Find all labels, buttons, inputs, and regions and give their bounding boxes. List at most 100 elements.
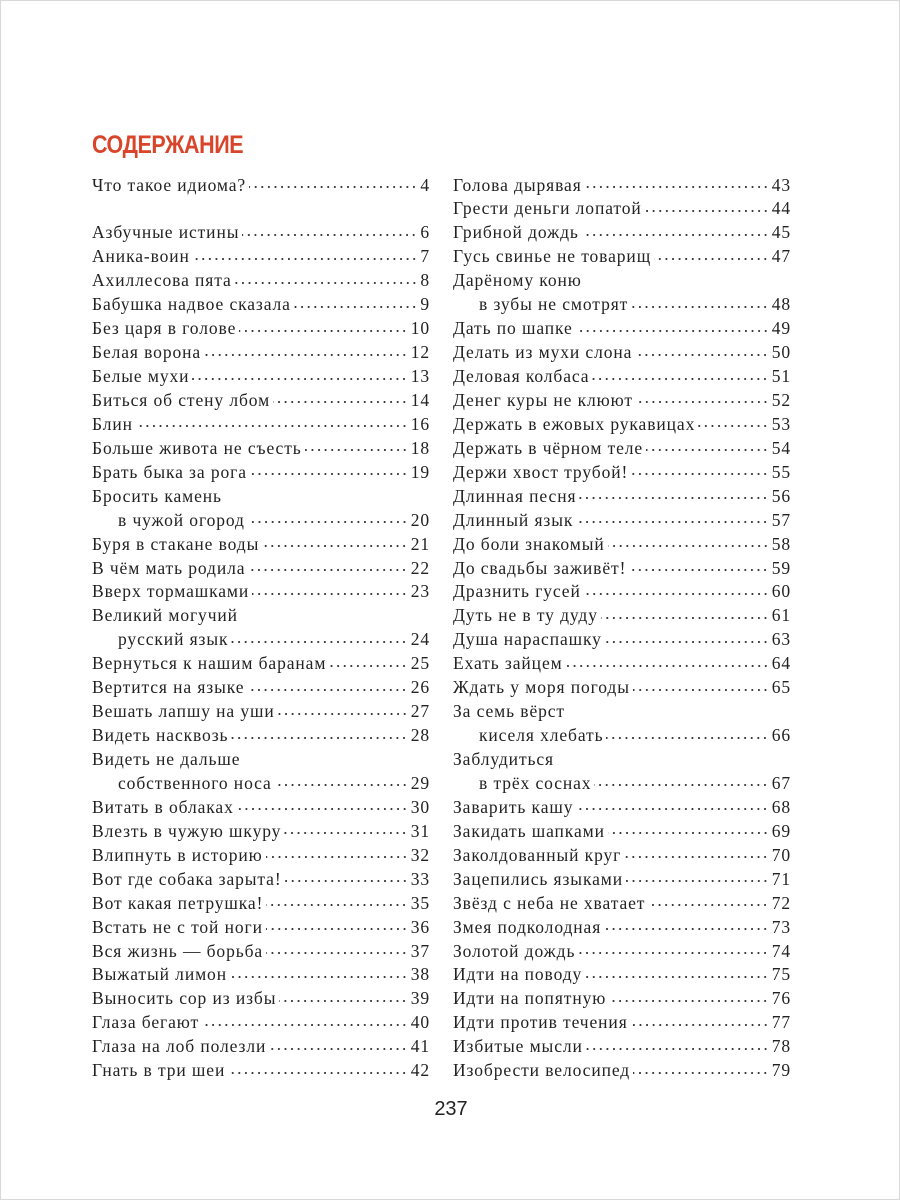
toc-entry-title: Брать быка за рога xyxy=(92,461,247,482)
toc-entry-title: Вешать лапшу на уши xyxy=(92,701,275,722)
dot-leader xyxy=(236,795,408,813)
dot-leader xyxy=(293,292,418,311)
toc-entry-page: 54 xyxy=(771,437,791,458)
toc-entry: Дразнить гусей 60 xyxy=(453,579,791,604)
toc-entry: Белые мухи 13 xyxy=(92,364,430,389)
toc-entry: Азбучные истины 6 xyxy=(92,220,430,245)
toc-entry: Выносить сор из избы 39 xyxy=(92,986,430,1011)
dot-leader xyxy=(581,220,769,239)
toc-entry-page: 37 xyxy=(410,940,430,961)
dot-leader xyxy=(204,340,408,359)
dot-leader xyxy=(576,508,769,526)
dot-leader xyxy=(284,867,408,885)
dot-leader xyxy=(609,986,769,1005)
toc-entry: В чём мать родила 22 xyxy=(92,556,430,580)
toc-entry-title: Дать по шапке xyxy=(453,318,573,339)
toc-entry: Витать в облаках 30 xyxy=(92,795,430,819)
toc-entry-page: 67 xyxy=(771,772,791,793)
page-title: СОДЕРЖАНИЕ xyxy=(92,131,244,159)
toc-entry: киселя хлебать 66 xyxy=(453,723,791,748)
toc-entry-page: 63 xyxy=(771,629,791,650)
toc-entry-page: 56 xyxy=(771,485,791,506)
toc-entry-title: Выносить сор из избы xyxy=(92,988,277,1009)
toc-entry: Вот где собака зарыта! 33 xyxy=(92,867,430,891)
dot-leader xyxy=(247,508,408,526)
toc-entry-page: 7 xyxy=(420,246,430,267)
dot-leader xyxy=(252,579,408,598)
toc-entry: в чужой огород 20 xyxy=(92,508,430,532)
dot-leader xyxy=(231,627,408,646)
dot-leader xyxy=(606,723,769,742)
dot-leader xyxy=(284,819,408,837)
toc-entry: Глаза на лоб полезли 41 xyxy=(92,1034,430,1059)
toc-entry-page: 55 xyxy=(771,461,791,482)
toc-entry-page: 43 xyxy=(771,174,791,195)
toc-entry-title: Глаза на лоб полезли xyxy=(92,1036,267,1057)
toc-entry-title: Азбучные истины xyxy=(92,222,240,243)
dot-leader xyxy=(607,532,769,550)
toc-entry: Избитые мысли 78 xyxy=(453,1034,791,1059)
toc-entry-title: Биться об стену лбом xyxy=(92,389,271,410)
toc-entry: Вверх тормашками 23 xyxy=(92,579,430,604)
toc-entry-title: Идти на попятную xyxy=(453,988,607,1009)
toc-entry: в трёх соснах 67 xyxy=(453,771,791,795)
toc-entry-page: 24 xyxy=(410,629,430,650)
toc-entry: Идти на поводу 75 xyxy=(453,962,791,987)
dot-leader xyxy=(698,412,769,430)
toc-entry-title: Длинный язык xyxy=(453,509,574,530)
toc-entry-title: Грести деньги лопатой xyxy=(453,198,642,219)
toc-entry-title: Зацепились языками xyxy=(453,868,623,889)
toc-entry: Брать быка за рога 19 xyxy=(92,460,430,484)
dot-leader xyxy=(192,364,408,382)
dot-leader xyxy=(266,891,408,909)
toc-entry: Длинная песня 56 xyxy=(453,484,791,508)
toc-entry-page: 32 xyxy=(410,844,430,865)
toc-right-column: Голова дырявая 43 Грести деньги лопатой 44 Г… xyxy=(453,173,791,1083)
toc-entry-page: 27 xyxy=(410,701,430,722)
toc-entry: Идти против течения 77 xyxy=(453,1010,791,1035)
toc-entry-title: Длинная песня xyxy=(453,485,577,506)
dot-leader xyxy=(277,699,408,718)
toc-entry-page: 59 xyxy=(771,557,791,578)
toc-entry-title: Вот где собака зарыта! xyxy=(92,868,282,889)
dot-leader xyxy=(635,388,769,406)
toc-entry-title: Гнать в три шеи xyxy=(92,1060,226,1081)
dot-leader xyxy=(242,220,418,239)
toc-entry-title: Закидать шапками xyxy=(453,820,605,841)
toc-entry: Ахиллесова пята 8 xyxy=(92,268,430,293)
toc-entry-page: 33 xyxy=(410,868,430,889)
dot-leader xyxy=(644,196,769,215)
toc-entry-page: 66 xyxy=(771,725,791,746)
toc-entry-page: 31 xyxy=(410,820,430,841)
toc-entry: Делать из мухи слона 50 xyxy=(453,340,791,365)
toc-entry-title: Видеть не дальше xyxy=(92,749,241,769)
toc-entry: Идти на попятную 76 xyxy=(453,986,791,1011)
toc-entry-title: Ехать зайцем xyxy=(453,653,563,674)
toc-entry: Звёзд с неба не хватает 72 xyxy=(453,891,791,915)
dot-leader xyxy=(575,316,769,335)
dot-leader xyxy=(630,1010,769,1029)
toc-entry-title: Гусь свинье не товарищ xyxy=(453,246,652,267)
toc-entry: Больше живота не съесть 18 xyxy=(92,436,430,460)
toc-entry-page: 76 xyxy=(771,988,791,1009)
toc-entry-page: 74 xyxy=(771,940,791,961)
toc-entry: в зубы не смотрят 48 xyxy=(453,292,791,317)
toc-entry: Буря в стакане воды 21 xyxy=(92,532,430,556)
toc-entry-title: Блин xyxy=(92,413,133,434)
toc-entry: Бабушка надвое сказала 9 xyxy=(92,292,430,317)
toc-entry-page: 16 xyxy=(410,413,430,434)
toc-entry-page: 60 xyxy=(771,581,791,602)
toc-entry-page: 68 xyxy=(771,796,791,817)
toc-entry-title: Деловая колбаса xyxy=(453,366,590,386)
toc-entry-title: Душа нараспашку xyxy=(453,629,602,650)
toc-entry: русский язык 24 xyxy=(92,627,430,652)
toc-entry: Вешать лапшу на уши 27 xyxy=(92,699,430,724)
dot-leader xyxy=(266,939,408,957)
toc-entry-title: Больше живота не съесть xyxy=(92,437,302,458)
dot-leader xyxy=(625,867,769,885)
toc-entry-title: Белые мухи xyxy=(92,366,190,386)
dot-leader xyxy=(202,1010,408,1029)
dot-leader xyxy=(279,986,408,1005)
toc-entry: Встать не с той ноги 36 xyxy=(92,915,430,939)
toc-entry-title: Ахиллесова пята xyxy=(92,270,232,291)
